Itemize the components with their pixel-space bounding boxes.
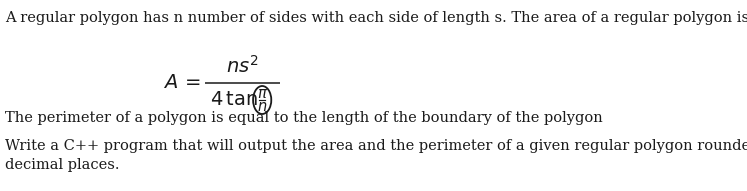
Text: $ns^2$: $ns^2$ bbox=[226, 55, 259, 77]
Text: The perimeter of a polygon is equal to the length of the boundary of the polygon: The perimeter of a polygon is equal to t… bbox=[5, 111, 603, 125]
Text: $n$: $n$ bbox=[257, 100, 267, 114]
Text: Write a C++ program that will output the area and the perimeter of a given regul: Write a C++ program that will output the… bbox=[5, 139, 747, 153]
Text: A regular polygon has n number of sides with each side of length s. The area of : A regular polygon has n number of sides … bbox=[5, 11, 747, 25]
Text: $4\,\mathrm{tan}$: $4\,\mathrm{tan}$ bbox=[210, 91, 258, 109]
Text: decimal places.: decimal places. bbox=[5, 158, 120, 172]
Text: $\pi$: $\pi$ bbox=[257, 87, 267, 101]
Text: $A\,=$: $A\,=$ bbox=[163, 74, 200, 92]
